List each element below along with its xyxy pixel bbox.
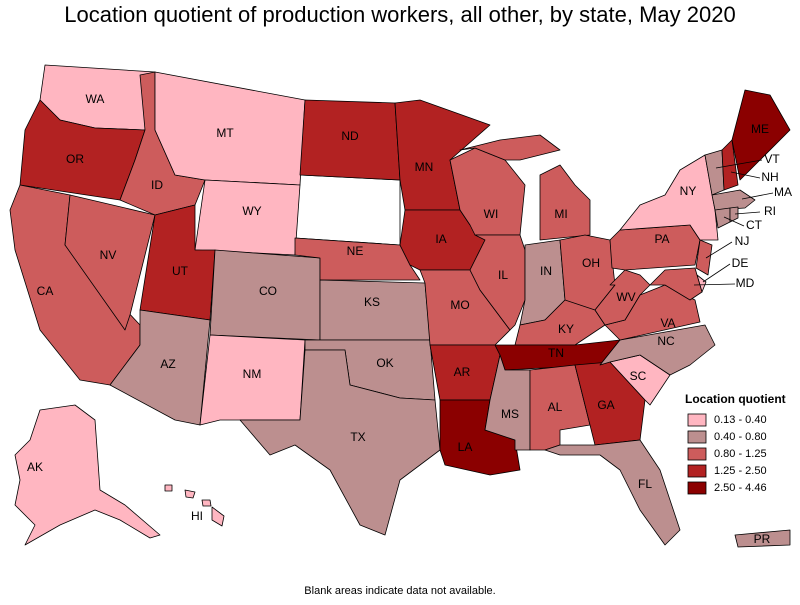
state-label: NM [243, 367, 262, 381]
state-label: MT [216, 126, 234, 140]
state-label: GA [597, 398, 614, 412]
state-label: LA [458, 440, 473, 454]
state-label: OH [582, 256, 600, 270]
legend-label: 0.40 - 0.80 [714, 431, 767, 443]
state-label: DE [732, 256, 749, 270]
state-label: ID [151, 178, 163, 192]
legend-swatch [687, 447, 707, 461]
state-label: ND [341, 129, 359, 143]
state-label: IN [540, 264, 552, 278]
state-label: AL [548, 400, 563, 414]
state-label: MD [736, 276, 755, 290]
state-label: NE [347, 244, 364, 258]
legend-label: 1.25 - 2.50 [714, 465, 767, 477]
legend-label: 0.80 - 1.25 [714, 448, 767, 460]
state [469, 234, 526, 331]
state-label: MI [554, 207, 567, 221]
state [734, 529, 791, 548]
state-label: WI [484, 207, 499, 221]
state [319, 279, 431, 341]
footnote: Blank areas indicate data not available. [304, 585, 495, 597]
state-label: MA [774, 185, 792, 199]
state-label: PA [654, 232, 669, 246]
state-label: NJ [735, 234, 750, 248]
state [594, 269, 651, 326]
legend: Location quotient 0.13 - 0.40 0.40 - 0.80… [685, 392, 786, 495]
legend-title: Location quotient [685, 392, 786, 406]
state-label: IA [435, 232, 446, 246]
state-label: NC [657, 334, 675, 348]
state-label: CA [37, 284, 54, 298]
legend-swatch [687, 464, 707, 478]
state-label: NY [680, 184, 697, 198]
state-label: OR [66, 152, 84, 166]
state-label: KY [558, 322, 574, 336]
state [721, 139, 739, 191]
state-label: PR [754, 532, 771, 546]
map-title: Location quotient of production workers,… [64, 2, 735, 27]
legend-label: 2.50 - 4.46 [714, 482, 767, 494]
state [64, 194, 156, 331]
state-label: AZ [160, 357, 175, 371]
state [649, 267, 703, 301]
legend-label: 0.13 - 0.40 [714, 414, 767, 426]
state [14, 404, 161, 546]
state-label: TX [350, 430, 365, 444]
state-label: UT [172, 264, 189, 278]
state-label: SC [630, 369, 647, 383]
state-label: AK [27, 460, 43, 474]
leader-line [705, 241, 733, 259]
leader-line [715, 159, 763, 169]
state-label: TN [548, 346, 564, 360]
state-label: HI [191, 509, 203, 523]
state [459, 134, 591, 241]
state [164, 484, 225, 527]
legend-swatch [687, 430, 707, 444]
leader-line [723, 216, 745, 227]
state-label: KS [364, 295, 380, 309]
leader-line [702, 263, 731, 283]
legend-swatch [687, 413, 707, 427]
state [599, 324, 716, 376]
state [695, 239, 713, 276]
state-label: FL [638, 477, 652, 491]
state [714, 207, 731, 229]
state-label: IL [498, 268, 508, 282]
leader-line [693, 283, 736, 286]
state [109, 309, 211, 426]
state-label: ME [751, 122, 769, 136]
state-label: VT [764, 152, 780, 166]
states: WA OR CA NV ID MT WY UT AZ CO NM ND NE KS OK TX MN IA MO AR… [9, 64, 792, 548]
state [544, 439, 681, 546]
state [239, 349, 441, 536]
legend-swatch [687, 481, 707, 495]
state-label: RI [764, 204, 776, 218]
state [729, 206, 739, 223]
state-label: WY [242, 204, 261, 218]
state-label: MS [501, 407, 519, 421]
state-label: MN [415, 160, 434, 174]
leader-line [734, 211, 761, 215]
leader-line [741, 192, 774, 200]
state-label: WV [616, 290, 635, 304]
state-label: CT [746, 218, 763, 232]
leader-line [730, 171, 761, 179]
state [711, 189, 756, 211]
state-label: OK [376, 356, 393, 370]
state-label: CO [259, 284, 277, 298]
state-label: WA [86, 92, 105, 106]
state-label: VA [660, 316, 675, 330]
state-label: AR [454, 365, 471, 379]
state-no-data [294, 174, 401, 246]
state [731, 89, 791, 181]
state-label: MO [450, 298, 469, 312]
state-label: NV [100, 248, 117, 262]
state-label: NH [761, 170, 778, 184]
